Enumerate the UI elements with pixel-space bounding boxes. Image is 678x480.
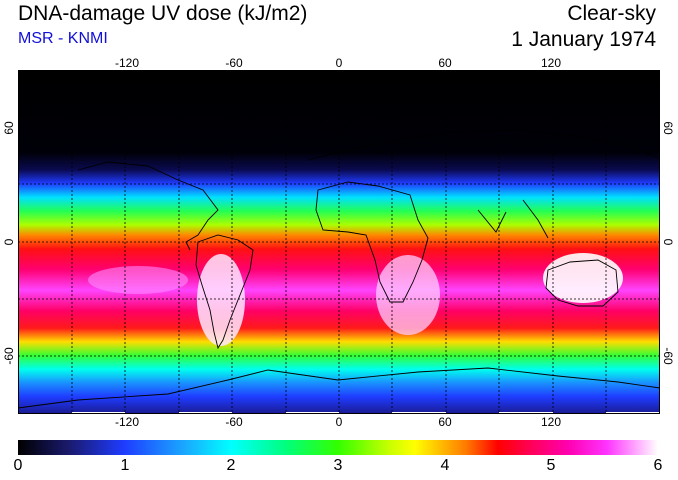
lon-label-top: -60 bbox=[225, 56, 243, 70]
high-dose-patch bbox=[543, 253, 623, 303]
coast-antarctica bbox=[18, 367, 660, 409]
sky-condition: Clear-sky bbox=[567, 2, 656, 25]
lat-label-left: 0 bbox=[2, 238, 16, 246]
coastlines bbox=[18, 105, 660, 409]
lat-label-right: 60 bbox=[661, 121, 675, 135]
lon-label-top: 60 bbox=[438, 56, 452, 70]
coast-africa bbox=[315, 181, 429, 303]
lon-label-bottom: 60 bbox=[438, 415, 452, 429]
lon-label-bottom: -120 bbox=[114, 415, 140, 429]
coast-eurasia bbox=[307, 129, 659, 239]
map-frame bbox=[18, 70, 660, 414]
map-date: 1 January 1974 bbox=[511, 28, 656, 51]
coast-north-america bbox=[77, 161, 219, 251]
lat-label-left: 60 bbox=[2, 121, 16, 135]
lat-label-left: -60 bbox=[2, 347, 16, 365]
high-dose-patch bbox=[88, 266, 188, 294]
uv-dose-map bbox=[18, 70, 660, 414]
colorbar-tick: 2 bbox=[226, 457, 236, 474]
lon-label-bottom: 0 bbox=[335, 415, 343, 429]
colorbar-tick: 4 bbox=[440, 457, 450, 474]
coast-south-america bbox=[195, 234, 254, 350]
coast-australia bbox=[545, 259, 619, 307]
lon-label-bottom: 120 bbox=[540, 415, 562, 429]
colorbar-tick: 0 bbox=[13, 457, 23, 474]
lon-label-top: -120 bbox=[114, 56, 140, 70]
high-dose-patch bbox=[197, 254, 245, 346]
lon-label-top: 120 bbox=[540, 56, 562, 70]
colorbar bbox=[18, 440, 658, 455]
map-source: MSR - KNMI bbox=[18, 30, 108, 47]
lat-label-right: 0 bbox=[661, 238, 675, 246]
lon-label-top: 0 bbox=[335, 56, 343, 70]
colorbar-tick: 5 bbox=[546, 457, 556, 474]
colorbar-tick: 1 bbox=[120, 457, 130, 474]
lat-label-right: -60 bbox=[661, 347, 675, 365]
map-title: DNA-damage UV dose (kJ/m2) bbox=[18, 2, 308, 25]
colorbar-tick: 6 bbox=[653, 457, 663, 474]
lon-label-bottom: -60 bbox=[225, 415, 243, 429]
colorbar-tick: 3 bbox=[333, 457, 343, 474]
high-dose-patch bbox=[376, 255, 440, 335]
coast-greenland bbox=[317, 105, 354, 133]
